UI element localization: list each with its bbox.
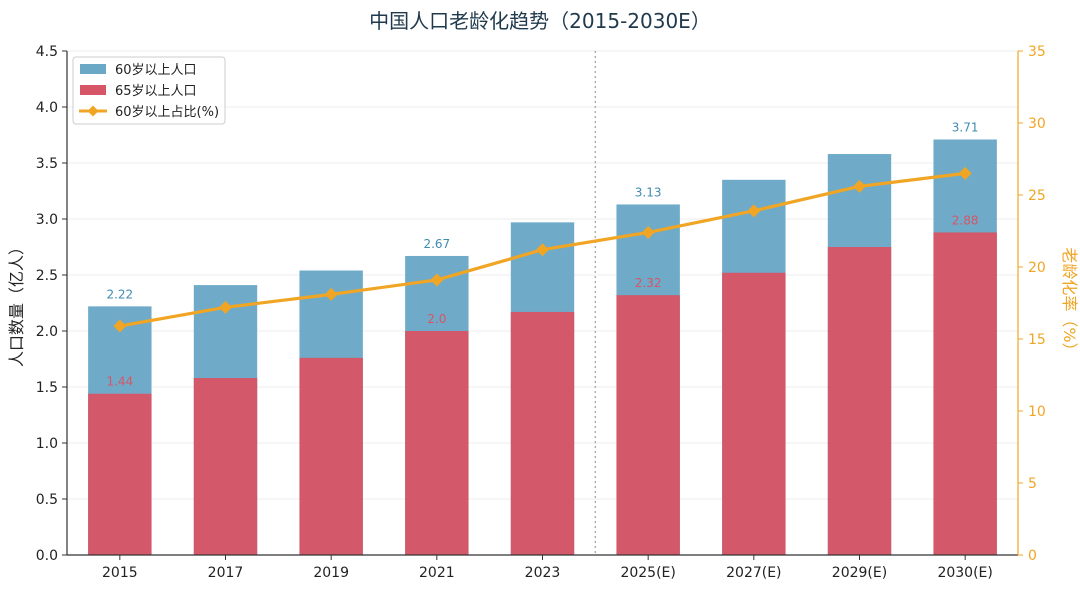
x-tick-label: 2017 (208, 565, 244, 581)
ratio-point-2030(E) (958, 166, 972, 180)
y-tick-label: 2.5 (36, 268, 58, 284)
data-label: 2.67 (423, 237, 450, 251)
y2-tick-label: 15 (1028, 332, 1046, 348)
x-tick-label: 2029(E) (832, 565, 887, 581)
x-tick-label: 2021 (419, 565, 455, 581)
y2-tick-label: 25 (1028, 188, 1046, 204)
y2-tick-label: 30 (1028, 116, 1046, 132)
legend-swatch (80, 64, 106, 74)
data-label: 2.0 (427, 312, 446, 326)
data-label: 3.71 (952, 120, 979, 134)
y-tick-label: 3.5 (36, 156, 58, 172)
x-tick-label: 2025(E) (620, 565, 675, 581)
y-tick-label: 0.0 (36, 548, 58, 564)
y-tick-label: 2.0 (36, 324, 58, 340)
ratio-point-2023 (536, 243, 549, 257)
ratio-point-2021 (430, 273, 444, 287)
bar-65plus-2017 (193, 378, 258, 555)
data-label: 2.88 (952, 213, 979, 227)
ratio-point-2017 (219, 300, 232, 314)
y-axis-label: 人口数量（亿人） (7, 239, 26, 367)
x-tick-label: 2023 (525, 565, 561, 581)
y-tick-label: 4.0 (36, 100, 58, 116)
data-label: 2.32 (635, 276, 662, 290)
y-tick-label: 1.0 (36, 436, 58, 452)
x-tick-label: 2019 (313, 565, 349, 581)
bar-65plus-2015 (88, 393, 152, 555)
x-tick-label: 2015 (102, 565, 138, 581)
x-tick-label: 2030(E) (937, 565, 992, 581)
bar-65plus-2029(E) (827, 247, 892, 555)
data-label: 1.44 (106, 375, 133, 389)
y2-tick-label: 0 (1028, 548, 1037, 564)
ratio-point-2019 (324, 287, 338, 301)
bar-65plus-2025(E) (616, 295, 680, 555)
legend-label: 65岁以上人口 (115, 84, 197, 99)
bar-65plus-2027(E) (722, 272, 786, 555)
x-tick-label: 2027(E) (726, 565, 781, 581)
y2-tick-label: 20 (1028, 260, 1046, 276)
y2-axis-label: 老龄化率（%） (1060, 247, 1079, 358)
bar-65plus-2021 (405, 331, 469, 555)
ratio-point-2029(E) (853, 179, 866, 193)
legend (72, 56, 226, 125)
ratio-point-2027(E) (747, 204, 761, 218)
y-tick-label: 3.0 (36, 212, 58, 228)
data-label: 3.13 (635, 185, 662, 199)
y-tick-label: 0.5 (36, 492, 58, 508)
y2-tick-label: 5 (1028, 476, 1037, 492)
legend-label: 60岁以上人口 (115, 63, 197, 78)
y-tick-label: 4.5 (36, 44, 58, 60)
bar-65plus-2023 (510, 311, 575, 555)
bar-65plus-2019 (299, 357, 363, 555)
legend-marker (87, 105, 99, 117)
legend-swatch (80, 85, 106, 95)
chart-title: 中国人口老龄化趋势（2015-2030E） (369, 9, 711, 33)
ratio-point-2015 (113, 319, 127, 333)
bar-65plus-2030(E) (933, 232, 997, 555)
ratio-point-2025(E) (641, 225, 655, 239)
y-tick-label: 1.5 (36, 380, 58, 396)
legend-label: 60岁以上占比(%) (115, 105, 219, 120)
y2-tick-label: 10 (1028, 404, 1046, 420)
y2-tick-label: 35 (1028, 44, 1046, 60)
data-label: 2.22 (106, 287, 133, 301)
